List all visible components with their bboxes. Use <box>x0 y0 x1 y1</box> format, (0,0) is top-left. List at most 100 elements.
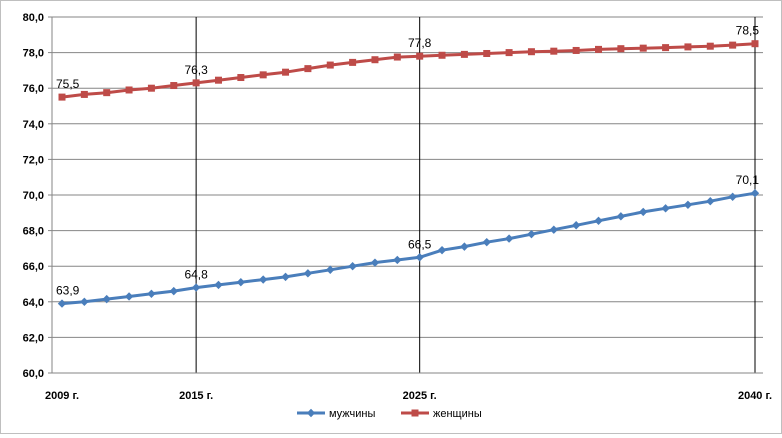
data-point-men <box>750 189 760 198</box>
data-point-men <box>549 225 559 234</box>
y-tick-label: 68,0 <box>23 226 44 238</box>
series-line-women <box>61 42 756 99</box>
data-point-women <box>639 44 647 52</box>
data-label: 64,8 <box>184 268 208 282</box>
data-point-women <box>483 49 491 57</box>
data-point-women <box>170 82 178 90</box>
data-point-men <box>661 204 670 213</box>
y-tick-label: 72,0 <box>23 154 44 166</box>
data-point-women <box>349 58 357 66</box>
data-point-men <box>191 283 201 292</box>
data-point-women <box>80 90 88 98</box>
data-point-men <box>281 272 290 282</box>
x-tick-label: 2009 г. <box>45 390 79 402</box>
data-point-women <box>572 46 580 54</box>
data-point-men <box>415 253 424 262</box>
data-point-women <box>125 86 133 94</box>
y-tick-label: 66,0 <box>23 261 44 273</box>
data-point-women <box>505 49 513 57</box>
data-point-men <box>124 292 134 301</box>
data-label: 76,3 <box>184 63 208 77</box>
y-tick-label: 70,0 <box>23 190 44 202</box>
legend-label-men: мужчины <box>329 408 375 420</box>
data-point-women <box>58 93 66 101</box>
data-point-men <box>214 280 223 290</box>
data-point-women <box>371 56 379 64</box>
legend-label-women: женщины <box>433 408 482 420</box>
data-label: 75,5 <box>56 77 80 91</box>
y-tick-label: 74,0 <box>23 119 44 131</box>
data-label: 63,9 <box>56 284 80 298</box>
data-point-men <box>728 192 737 201</box>
data-point-men <box>80 297 89 306</box>
x-tick-label: 2040 г. <box>738 390 772 402</box>
data-point-women <box>214 76 222 84</box>
legend-marker-women <box>411 409 419 417</box>
data-point-women <box>103 89 111 97</box>
y-tick-label: 80,0 <box>23 12 44 24</box>
data-point-women <box>416 52 424 60</box>
data-point-men <box>639 207 648 217</box>
data-point-men <box>303 269 313 278</box>
data-point-men <box>571 221 581 230</box>
data-point-women <box>192 79 200 87</box>
data-label: 70,1 <box>736 173 760 187</box>
data-point-women <box>147 84 155 92</box>
data-labels: 63,9 64,8 66,5 70,1 75,5 76,3 77,8 78,5 <box>56 24 759 298</box>
data-point-men <box>370 258 380 267</box>
data-point-women <box>684 43 692 51</box>
data-point-men <box>482 237 491 247</box>
data-point-men <box>258 275 268 284</box>
data-point-women <box>617 45 625 53</box>
data-point-women <box>729 41 737 49</box>
data-point-women <box>751 40 759 48</box>
y-axis-tick-labels: 60,0 62,0 64,0 66,0 68,0 70,0 72,0 74,0 76,0 78,0… <box>23 12 44 380</box>
data-point-women <box>304 65 312 73</box>
y-tick-label: 78,0 <box>23 48 44 60</box>
data-point-men <box>504 234 514 243</box>
data-point-men <box>147 289 156 298</box>
data-point-women <box>662 44 670 52</box>
data-label: 78,5 <box>736 24 760 38</box>
data-point-men <box>57 299 67 308</box>
series-line-men <box>61 191 756 306</box>
data-point-men <box>527 229 536 239</box>
data-point-men <box>236 278 246 287</box>
data-point-men <box>437 245 447 255</box>
data-point-women <box>259 71 267 79</box>
grid-lines <box>52 16 763 374</box>
legend-marker-men <box>306 408 316 418</box>
data-point-men <box>616 212 626 221</box>
data-point-men <box>594 216 603 226</box>
data-point-men <box>102 294 111 304</box>
data-label: 66,5 <box>408 237 432 251</box>
data-point-women <box>527 48 535 56</box>
data-point-men <box>683 200 693 209</box>
data-point-men <box>169 286 178 296</box>
data-point-men <box>348 262 357 271</box>
data-point-women <box>282 68 290 76</box>
y-tick-label: 60,0 <box>23 368 44 380</box>
data-point-women <box>550 47 558 55</box>
data-point-women <box>438 51 446 59</box>
data-point-men <box>393 255 402 265</box>
data-point-women <box>393 53 401 61</box>
data-point-women <box>706 42 714 50</box>
data-point-men <box>326 265 335 274</box>
data-point-women <box>460 50 468 58</box>
x-tick-label: 2015 г. <box>179 390 213 402</box>
data-point-men <box>460 242 469 251</box>
x-tick-label: 2025 г. <box>403 390 437 402</box>
data-point-women <box>326 61 334 69</box>
legend: мужчины женщины <box>297 408 482 420</box>
series-group <box>57 40 760 308</box>
axes <box>48 16 763 374</box>
data-point-women <box>595 45 603 53</box>
data-label: 77,8 <box>408 36 432 50</box>
y-tick-label: 62,0 <box>23 332 44 344</box>
x-axis-tick-labels: 2009 г. 2015 г. 2025 г. 2040 г. <box>45 390 772 402</box>
y-tick-label: 76,0 <box>23 83 44 95</box>
data-point-men <box>706 197 715 206</box>
